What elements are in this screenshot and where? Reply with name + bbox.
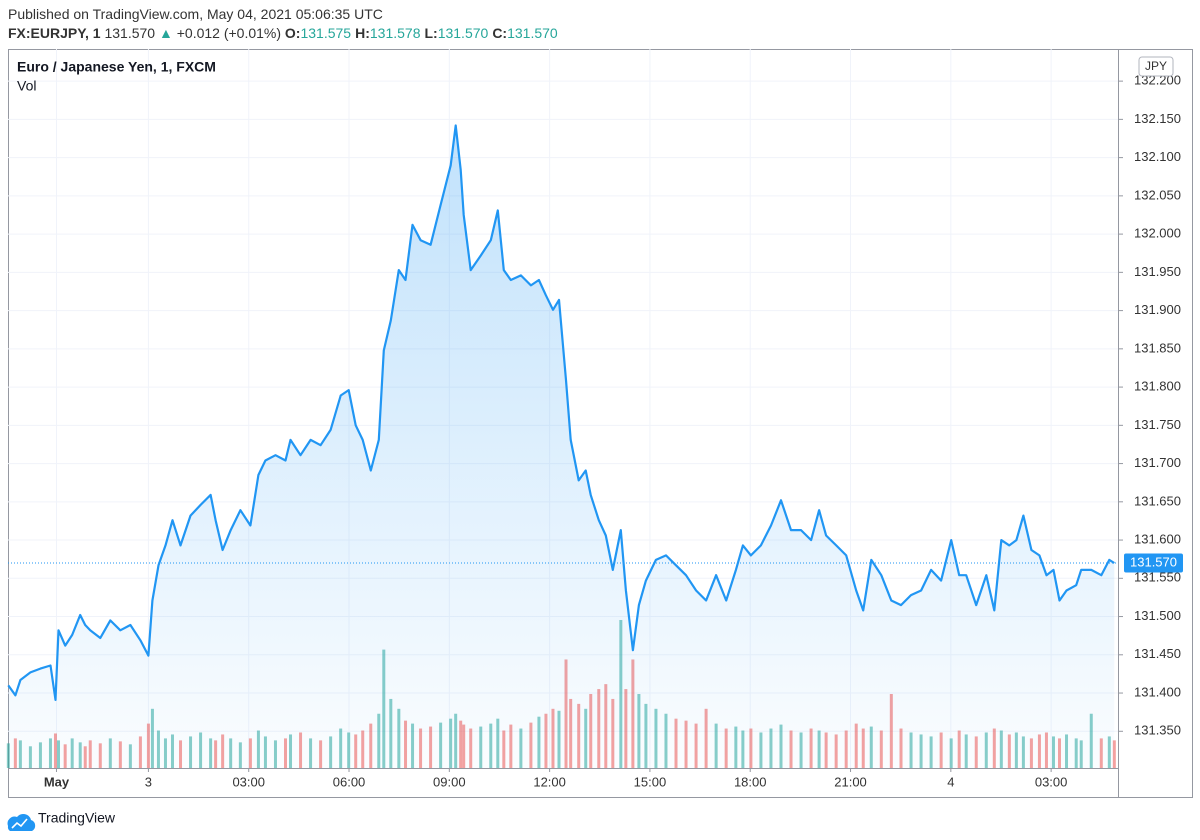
ohlc: O:131.575 H:131.578 L:131.570 C:131.570 [285, 25, 562, 41]
x-tick-label: 4 [947, 774, 954, 789]
y-tick-label: 131.950 [1134, 264, 1181, 279]
x-tick-label: 09:00 [433, 774, 466, 789]
y-tick-label: 131.700 [1134, 455, 1181, 470]
symbol-line: FX:EURJPY, 1 131.570 ▲ +0.012 (+0.01%) O… [8, 25, 562, 41]
ohlc-label: O: [284, 25, 301, 41]
published-text: Published on TradingView.com, May 04, 20… [8, 6, 383, 22]
last-price-label: 131.570 [1130, 554, 1177, 569]
y-tick-label: 132.050 [1134, 187, 1181, 202]
axes-layer: 131.350 131.400 131.450 131.500 131.550 131.6… [44, 73, 1183, 789]
y-tick-label: 132.000 [1134, 226, 1181, 241]
last-price: 131.570 [104, 25, 156, 41]
ohlc-value: 131.570 [437, 25, 489, 41]
x-tick-label: 21:00 [834, 774, 867, 789]
price-line [7, 124, 1115, 701]
last-price-box [1124, 553, 1183, 573]
ohlc-label: L: [424, 25, 438, 41]
currency-box[interactable] [1138, 56, 1174, 77]
x-tick-label: 03:00 [232, 774, 265, 789]
ohlc-value: 131.575 [300, 25, 352, 41]
change-arrow: ▲ [158, 25, 173, 41]
change: +0.012 (+0.01%) [176, 25, 282, 41]
y-tick-label: 131.850 [1134, 340, 1181, 355]
y-tick-label: 132.150 [1134, 111, 1181, 126]
y-tick-label: 131.900 [1134, 302, 1181, 317]
x-tick-label: 18:00 [734, 774, 767, 789]
chart-title: Euro / Japanese Yen, 1, FXCM [17, 59, 216, 75]
ohlc-value: 131.570 [507, 25, 558, 41]
brand-logo [7, 813, 36, 831]
ohlc-label: C: [492, 25, 508, 41]
x-tick-label: May [44, 774, 70, 789]
x-tick-label: 3 [145, 774, 152, 789]
y-tick-label: 131.600 [1134, 531, 1181, 546]
ohlc-value: 131.578 [369, 25, 421, 41]
x-tick-label: 06:00 [333, 774, 366, 789]
x-tick-label: 12:00 [533, 774, 566, 789]
x-tick-label: 03:00 [1035, 774, 1068, 789]
area-fill [8, 125, 1115, 768]
y-tick-label: 131.750 [1134, 417, 1181, 432]
y-tick-label: 131.650 [1134, 493, 1181, 508]
x-tick-label: 15:00 [634, 774, 667, 789]
y-tick-label: 131.500 [1134, 608, 1181, 623]
ohlc-label: H: [355, 25, 370, 41]
volume-bar [1112, 740, 1116, 768]
plot-layer [7, 124, 1118, 768]
currency-label[interactable]: JPY [1145, 59, 1167, 73]
y-tick-label: 131.400 [1134, 684, 1181, 699]
published-line: Published on TradingView.com, May 04, 20… [8, 6, 383, 22]
volume-legend: Vol [17, 78, 36, 94]
y-tick-label: 132.100 [1134, 149, 1181, 164]
y-tick-label: 131.350 [1134, 723, 1181, 738]
y-tick-label: 131.800 [1134, 379, 1181, 394]
symbol: FX:EURJPY, 1 [8, 25, 101, 41]
y-tick-label: 131.450 [1134, 646, 1181, 661]
brand-name: TradingView [38, 810, 116, 826]
y-tick-label: 131.550 [1134, 570, 1181, 585]
